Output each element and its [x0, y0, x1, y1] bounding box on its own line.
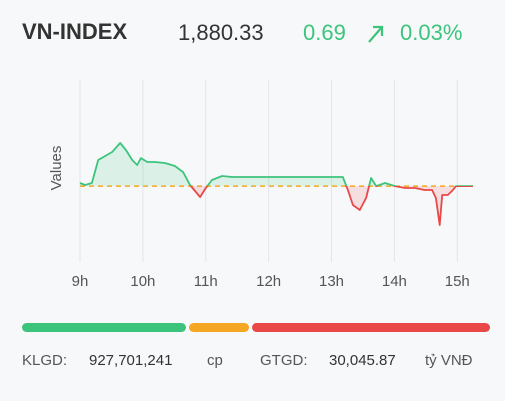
x-tick-label: 11h [194, 273, 218, 290]
area-fill [80, 143, 473, 225]
change: 0.69 [303, 20, 346, 45]
volume-unit: cp [207, 352, 223, 369]
breadth-segment [189, 323, 249, 332]
x-tick-label: 9h [72, 273, 89, 290]
value-label: GTGD: [260, 352, 308, 369]
x-tick-label: 10h [130, 273, 155, 290]
x-tick-label: 14h [382, 273, 407, 290]
price-line [79, 142, 473, 226]
symbol: VN-INDEX [22, 19, 127, 44]
breadth-segment [252, 323, 490, 332]
price: 1,880.33 [178, 20, 264, 45]
breadth-segment [22, 323, 186, 332]
x-tick-label: 15h [445, 273, 470, 290]
x-tick-label: 12h [256, 273, 281, 290]
y-axis-label: Values [48, 146, 65, 191]
volume-label: KLGD: [22, 352, 67, 369]
x-tick-label: 13h [319, 273, 344, 290]
value-unit: tỷ VNĐ [425, 352, 473, 369]
change-percent: 0.03% [400, 20, 462, 45]
up-arrow [368, 25, 384, 43]
volume: 927,701,241 [89, 352, 172, 369]
trade-value: 30,045.87 [329, 352, 396, 369]
